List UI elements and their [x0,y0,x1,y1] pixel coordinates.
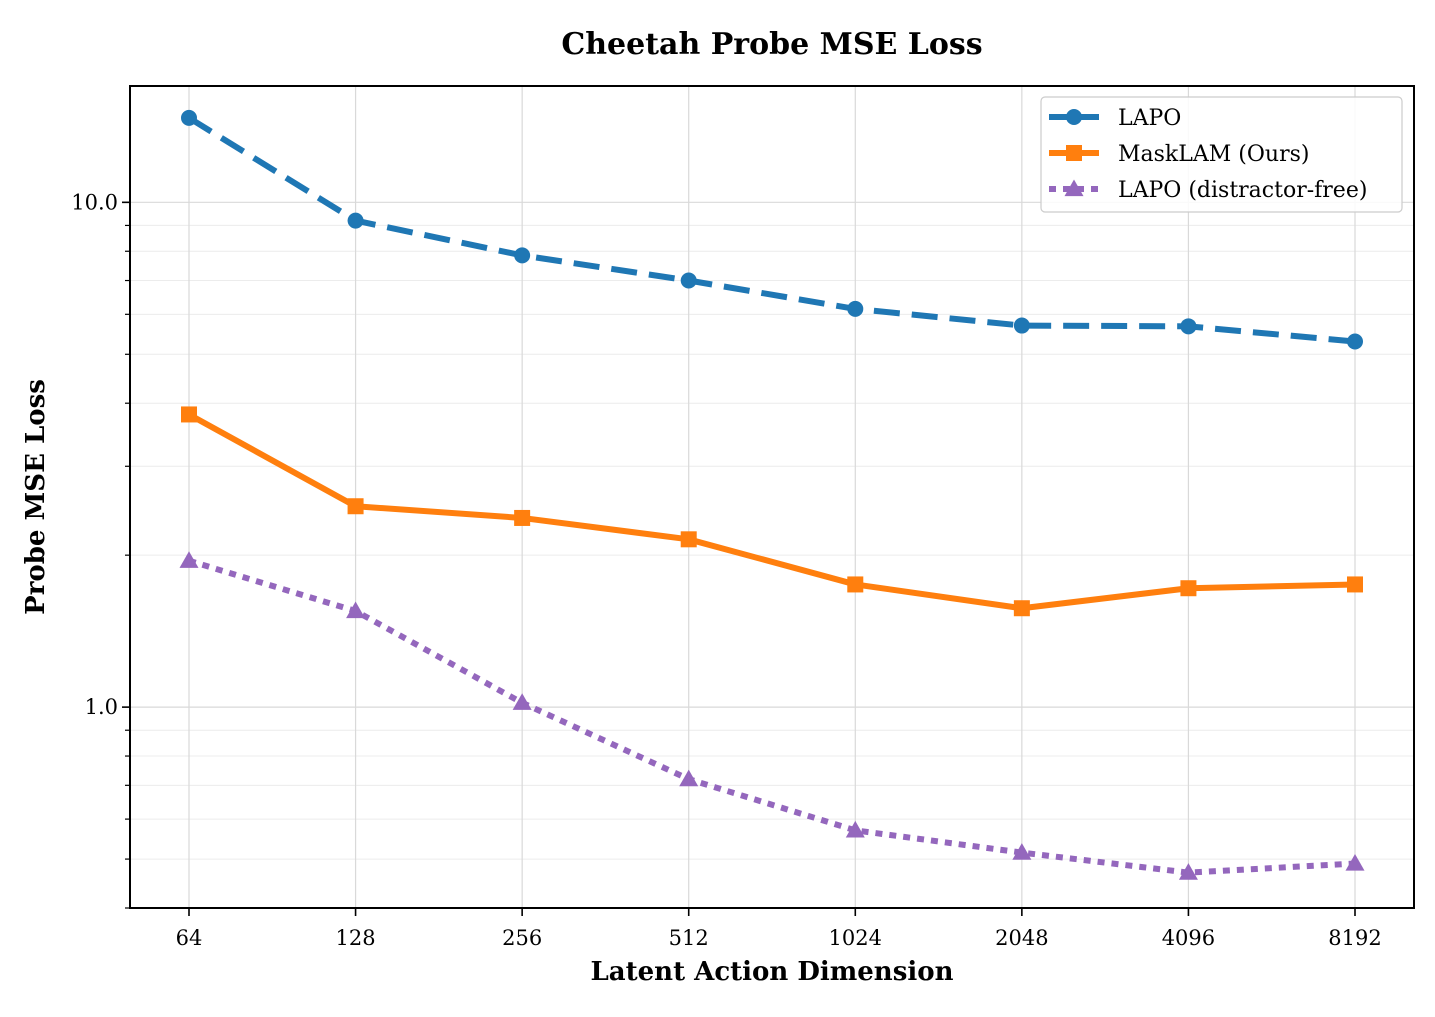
data-point-triangle [1178,863,1198,880]
data-point-triangle [346,601,366,619]
legend-entry: LAPO [1049,106,1181,131]
data-point-legend-square [1066,145,1082,161]
data-point-circle [1180,318,1197,335]
data-point-square [514,509,531,526]
legend-box [1040,96,1403,213]
data-point-square [347,498,364,515]
x-tick-label: 128 [336,926,376,950]
data-point-triangle [512,693,532,710]
data-point-circle [1347,333,1363,350]
series-2 [181,406,1363,617]
series-line [187,115,1356,345]
plot-frame [129,85,1415,909]
data-point-triangle [845,820,865,838]
legend-label: LAPO (distractor-free) [1118,178,1367,203]
chart-title: Cheetah Probe MSE Loss [561,27,982,62]
legend-entry: MaskLAM (Ours) [1049,142,1309,167]
data-point-square [1347,576,1363,593]
grid [130,86,1414,909]
x-tick-label: 2048 [995,926,1048,950]
data-point-square [680,531,697,548]
series-1 [181,109,1363,350]
data-point-circle [347,212,364,229]
series-line [188,557,1356,876]
legend-label: LAPO [1118,106,1181,131]
data-point-triangle [1012,843,1032,860]
data-point-square [1180,580,1197,597]
series-layer [179,109,1365,880]
data-point-legend-circle [1066,109,1082,125]
data-point-circle [181,109,197,126]
data-point-triangle [679,769,699,787]
data-point-circle [514,247,531,264]
y-axis-label: Probe MSE Loss [21,379,51,615]
x-axis-label: Latent Action Dimension [591,957,954,987]
legend-entry: LAPO (distractor-free) [1049,178,1367,203]
y-tick-label: 10.0 [71,190,118,214]
x-tick-label: 512 [669,926,709,950]
data-point-legend-triangle [1064,179,1084,197]
x-tick-label: 64 [176,926,203,950]
x-axis: 64 128 256 512 1024 2048 4096 8192 [176,908,1382,950]
x-tick-label: 1024 [829,926,882,950]
data-point-square [181,406,197,423]
y-axis: 1.0 10.0 [71,190,130,909]
series-line [187,411,1356,612]
x-tick-label: 4096 [1162,926,1215,950]
data-point-circle [847,300,864,317]
data-point-triangle [1345,854,1365,871]
data-point-triangle [179,551,199,568]
data-point-circle [680,272,697,289]
x-tick-label: 256 [502,926,542,950]
y-tick-label: 1.0 [85,695,118,719]
x-tick-label: 8192 [1328,926,1381,950]
series-3 [179,551,1365,880]
data-point-circle [1013,317,1030,334]
data-point-square [847,576,864,593]
legend: LAPO MaskLAM (Ours) LAPO (distractor-free) [1040,96,1403,213]
legend-label: MaskLAM (Ours) [1118,142,1309,167]
data-point-square [1013,600,1030,617]
